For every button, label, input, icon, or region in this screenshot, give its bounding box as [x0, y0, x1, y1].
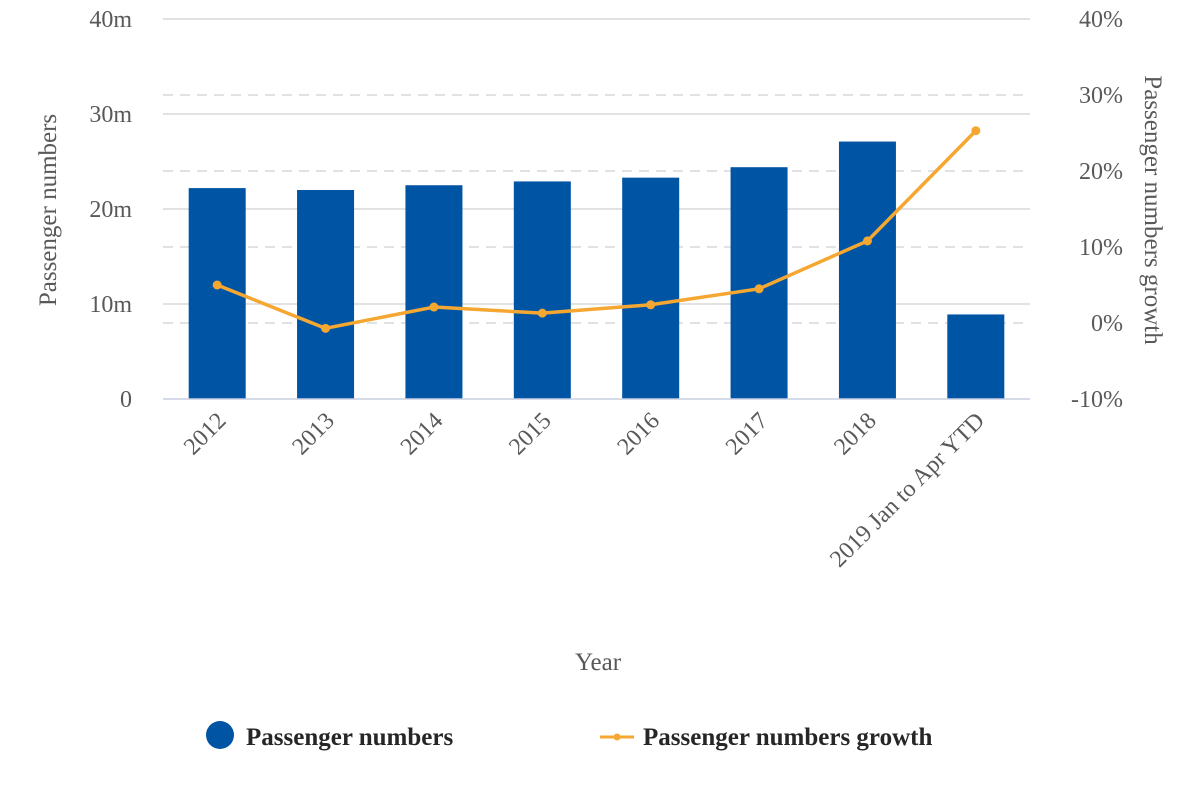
legend: Passenger numbers Passenger numbers grow… [206, 721, 932, 751]
x-tick-label: 2016 [613, 408, 665, 460]
y2-axis-title: Passenger numbers growth [1139, 75, 1166, 345]
growth-point-2017[interactable] [754, 284, 764, 294]
y2-tick-label: 10% [1079, 235, 1123, 261]
y-tick-label: 40m [89, 7, 132, 33]
bar-2019-Jan-to-Apr-YTD[interactable] [947, 314, 1005, 399]
growth-point-2015[interactable] [537, 308, 547, 318]
growth-point-2019-Jan-to-Apr-YTD[interactable] [971, 126, 981, 136]
growth-point-2014[interactable] [429, 302, 439, 312]
bar-2014[interactable] [405, 185, 463, 399]
x-axis-title: Year [575, 649, 622, 676]
legend-marker-bar [206, 721, 234, 749]
growth-point-2012[interactable] [212, 280, 222, 290]
bar-2018[interactable] [838, 141, 896, 400]
y-tick-label: 0 [120, 387, 132, 413]
x-tick-label: 2018 [829, 408, 881, 460]
y2-tick-label: 0% [1091, 311, 1123, 337]
growth-point-2013[interactable] [321, 323, 331, 333]
y-axis-title: Passenger numbers [35, 114, 62, 306]
growth-point-2016[interactable] [646, 300, 656, 310]
x-tick-label: 2013 [287, 408, 339, 460]
legend-item-passenger-numbers[interactable]: Passenger numbers [206, 721, 453, 751]
y-tick-label: 10m [89, 292, 132, 318]
bar-series [188, 141, 1005, 400]
y2-axis-ticks: -10% 0% 10% 20% 30% 40% [1071, 7, 1123, 413]
y-axis-ticks: 0 10m 20m 30m 40m [89, 7, 132, 413]
legend-marker-dot [613, 733, 621, 741]
bar-2017[interactable] [730, 167, 788, 399]
line-series [212, 126, 981, 333]
legend-label-passenger-numbers: Passenger numbers [246, 724, 453, 751]
growth-point-2018[interactable] [862, 236, 872, 246]
x-tick-label: 2015 [504, 408, 556, 460]
y2-tick-label: -10% [1071, 387, 1123, 413]
bar-2015[interactable] [513, 181, 571, 399]
y-tick-label: 30m [89, 102, 132, 128]
x-tick-label: 2017 [721, 408, 773, 460]
growth-line [216, 129, 978, 331]
y2-tick-label: 40% [1079, 7, 1123, 33]
y-tick-label: 20m [89, 197, 132, 223]
legend-label-passenger-numbers-growth: Passenger numbers growth [643, 724, 932, 751]
legend-item-passenger-numbers-growth[interactable]: Passenger numbers growth [600, 724, 932, 751]
bar-2013[interactable] [297, 190, 355, 399]
gridlines [163, 18, 1030, 324]
y2-tick-label: 30% [1079, 83, 1123, 109]
bar-2016[interactable] [622, 177, 680, 399]
y2-tick-label: 20% [1079, 159, 1123, 185]
x-tick-label: 2014 [396, 408, 448, 460]
x-tick-label: 2012 [179, 408, 231, 460]
